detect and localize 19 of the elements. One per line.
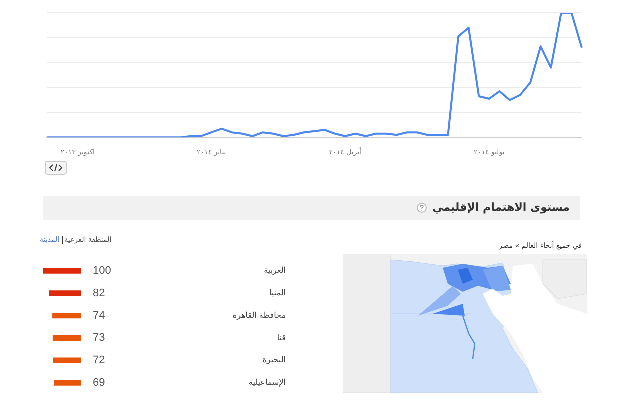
bar <box>53 358 81 364</box>
text: مستوى الاهتمام الإقليمي <box>432 201 570 214</box>
y-tick-label: البحيرة <box>262 356 286 365</box>
bar <box>52 312 81 319</box>
y-tick-label: الإسماعيلية <box>248 378 286 388</box>
y-tick-label: المنيا <box>269 288 286 298</box>
y-tick-label: قنا <box>277 333 286 342</box>
bar <box>54 380 81 386</box>
data-label: 72 <box>93 354 106 367</box>
data-label: 82 <box>93 287 106 300</box>
bar <box>50 290 81 296</box>
data-label: 73 <box>93 332 106 344</box>
y-tick-label: العربية <box>264 266 286 276</box>
y-tick-label: محافظة القاهرة <box>232 310 286 320</box>
bar <box>43 268 81 274</box>
data-label: 74 <box>93 310 106 322</box>
data-label: 69 <box>93 377 106 390</box>
bar <box>52 335 81 342</box>
data-label: 100 <box>93 265 112 278</box>
